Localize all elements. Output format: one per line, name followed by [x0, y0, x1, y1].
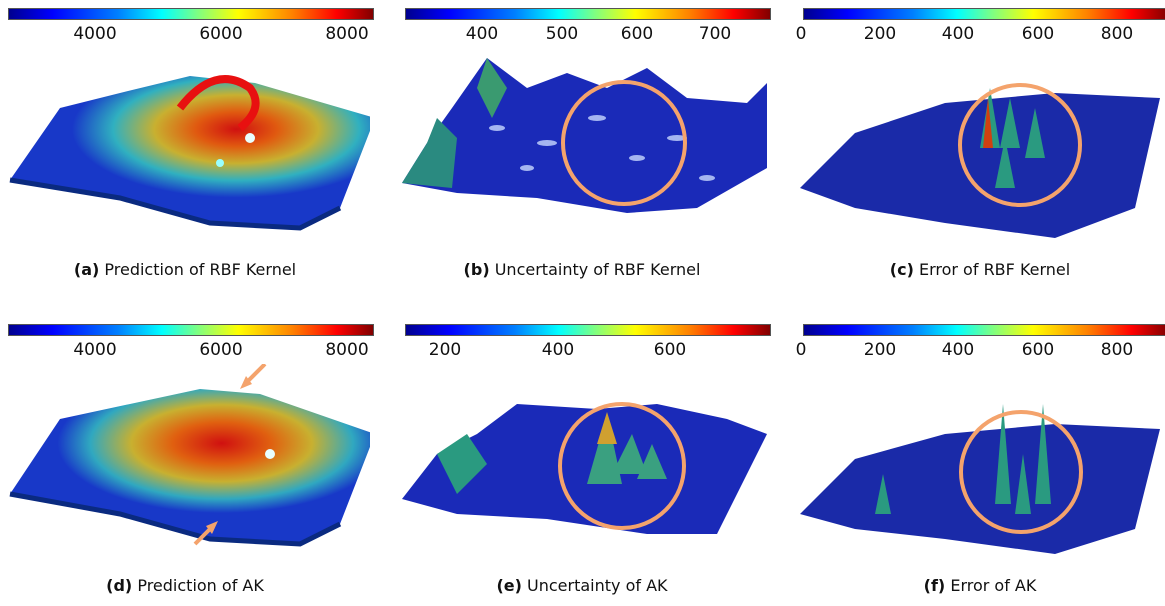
caption: (b) Uncertainty of RBF Kernel: [397, 260, 767, 279]
tick-label: 600: [1021, 24, 1055, 44]
tick-label: 600: [1021, 340, 1055, 360]
caption-text: Error of AK: [950, 576, 1037, 595]
tick-label: 200: [428, 340, 462, 360]
caption: (c) Error of RBF Kernel: [795, 260, 1165, 279]
caption-text: Prediction of RBF Kernel: [104, 260, 297, 279]
caption-text: Uncertainty of RBF Kernel: [494, 260, 701, 279]
tick-label: 400: [941, 24, 975, 44]
tick-label: 200: [863, 24, 897, 44]
tick-label: 600: [653, 340, 687, 360]
caption-label: (e): [496, 576, 522, 595]
tick-label: 600: [620, 24, 654, 44]
error-surface: [800, 404, 1160, 554]
caption: (e) Uncertainty of AK: [397, 576, 767, 595]
caption-text: Error of RBF Kernel: [918, 260, 1071, 279]
prediction-surface: [9, 364, 370, 547]
panel-e: 200 400 600 (e) Uncertainty of AK: [397, 316, 771, 606]
tick-label: 6000: [199, 340, 243, 360]
prediction-surface: [9, 75, 370, 231]
caption-label: (d): [106, 576, 133, 595]
tick-label: 800: [1100, 340, 1134, 360]
error-surface: [800, 83, 1160, 238]
tick-label: 800: [1100, 24, 1134, 44]
caption: (a) Prediction of RBF Kernel: [0, 260, 370, 279]
panel-b: 400 500 600 700 (b) Uncertainty of RBF K…: [397, 0, 771, 290]
colorbar: [803, 324, 1165, 336]
highlight-circle: [959, 410, 1083, 534]
tick-label: 8000: [325, 340, 369, 360]
uncertainty-surface: [402, 58, 767, 213]
tick-label: 6000: [199, 24, 243, 44]
tick-label: 400: [941, 340, 975, 360]
tick-label: 4000: [73, 340, 117, 360]
colorbar: [405, 324, 771, 336]
tick-label: 500: [545, 24, 579, 44]
highlight-circle: [558, 402, 686, 530]
caption-label: (c): [889, 260, 914, 279]
colorbar: [8, 8, 374, 20]
colorbar: [405, 8, 771, 20]
caption-label: (a): [73, 260, 100, 279]
tick-label: 4000: [73, 24, 117, 44]
tick-label: 200: [863, 340, 897, 360]
uncertainty-surface: [402, 402, 767, 534]
tick-label: 400: [541, 340, 575, 360]
colorbar: [803, 8, 1165, 20]
tick-label: 700: [698, 24, 732, 44]
colorbar: [8, 324, 374, 336]
highlight-circle: [561, 80, 687, 206]
tick-label: 0: [795, 340, 807, 360]
caption-text: Prediction of AK: [137, 576, 264, 595]
caption-label: (f): [923, 576, 946, 595]
panel-f: 0 200 400 600 800 (f) Error of AK: [795, 316, 1165, 606]
tick-label: 8000: [325, 24, 369, 44]
panel-a: 4000 6000 8000 (a) Prediction of RBF Ker…: [0, 0, 374, 290]
caption-text: Uncertainty of AK: [527, 576, 668, 595]
caption: (f) Error of AK: [795, 576, 1165, 595]
tick-label: 400: [465, 24, 499, 44]
tick-label: 0: [795, 24, 807, 44]
caption: (d) Prediction of AK: [0, 576, 370, 595]
caption-label: (b): [463, 260, 490, 279]
panel-c: 0 200 400 600 800 (c) Error of RBF Kerne…: [795, 0, 1165, 290]
highlight-circle: [958, 83, 1082, 207]
panel-d: 4000 6000 8000 (d) Prediction of AK: [0, 316, 374, 606]
